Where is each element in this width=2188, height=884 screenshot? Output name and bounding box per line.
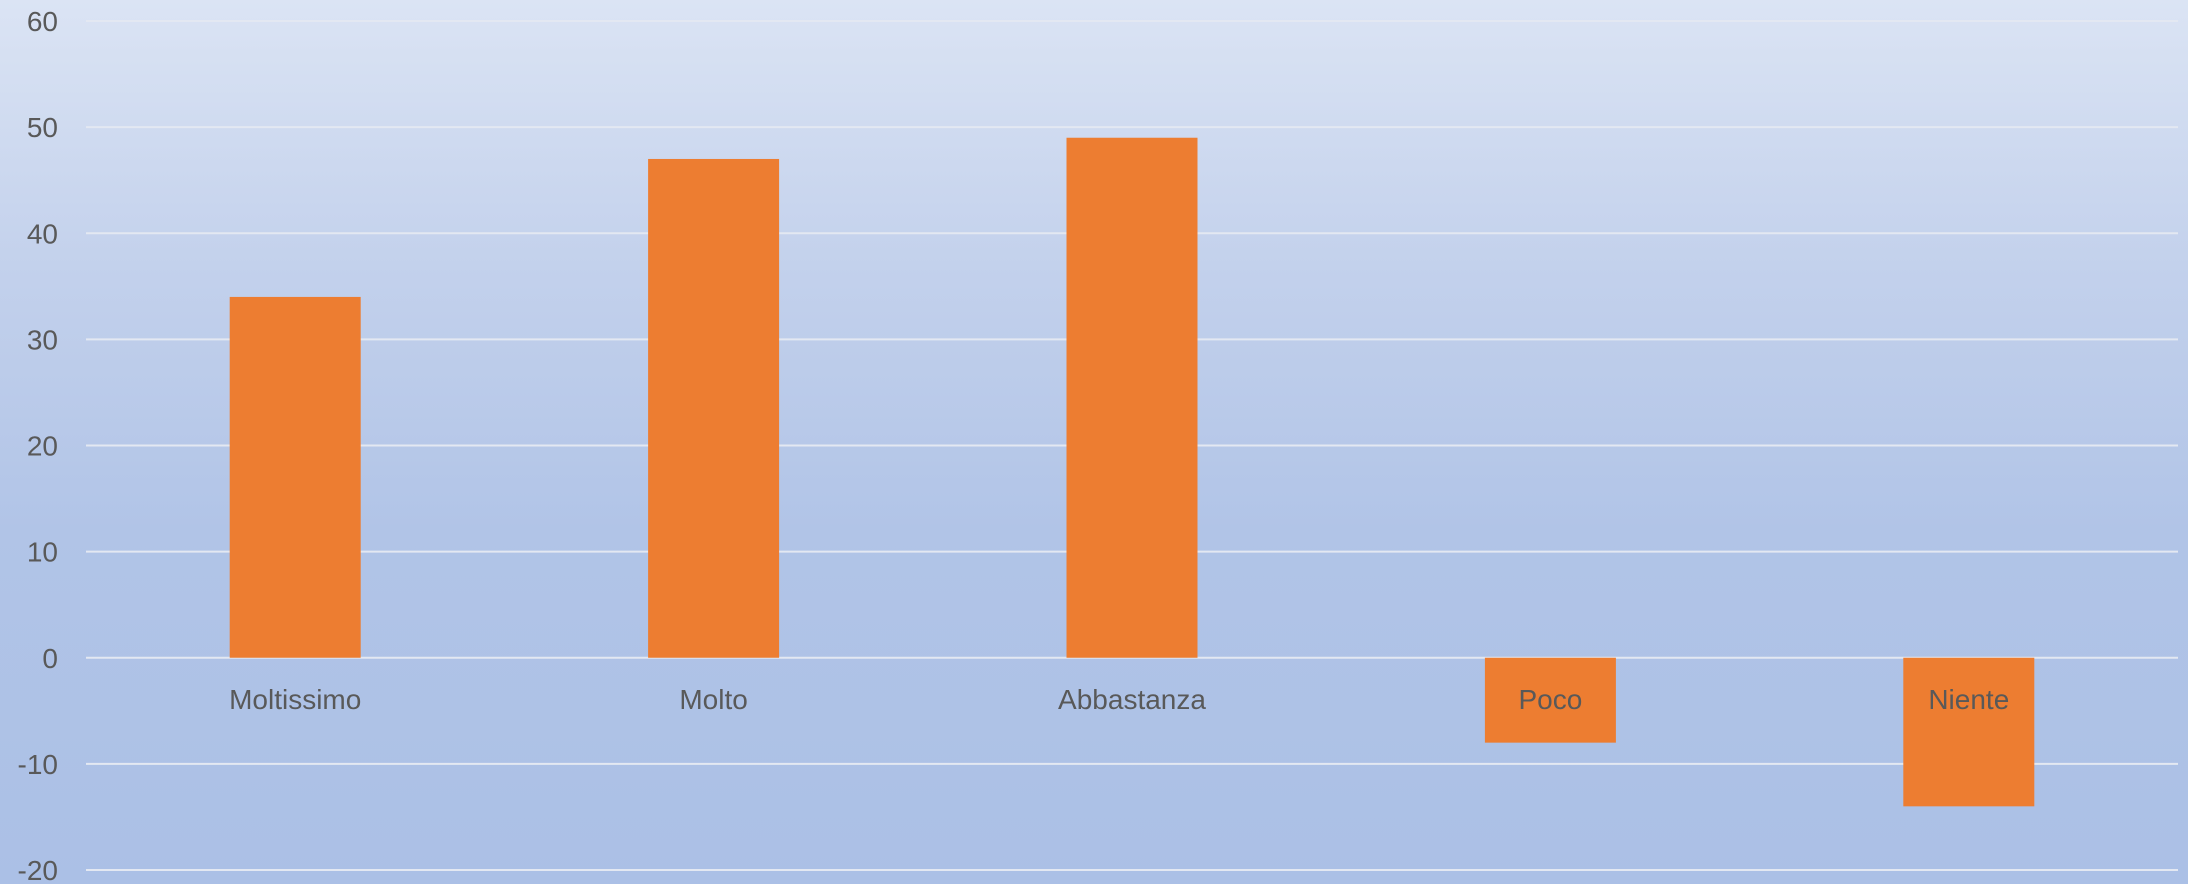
y-tick-label: 10	[27, 537, 58, 568]
bar-niente	[1903, 657, 2035, 807]
bar-moltissimo	[229, 296, 361, 658]
y-tick-label: 40	[27, 218, 58, 249]
bars	[229, 137, 2035, 807]
y-tick-label: 50	[27, 112, 58, 143]
bar-poco	[1484, 657, 1616, 743]
y-tick-label: -10	[18, 749, 58, 780]
category-label-niente: Niente	[1928, 684, 2009, 715]
y-tick-label: 20	[27, 431, 58, 462]
category-label-poco: Poco	[1518, 684, 1582, 715]
y-tick-label: -20	[18, 855, 58, 884]
category-label-moltissimo: Moltissimo	[229, 684, 361, 715]
y-tick-label: 30	[27, 324, 58, 355]
y-axis-tick-labels: -20 -10 0 10 20 30 40 50 60	[18, 6, 58, 884]
bar-abbastanza	[1066, 137, 1198, 658]
y-tick-label: 60	[27, 6, 58, 37]
y-tick-label: 0	[42, 643, 58, 674]
category-label-abbastanza: Abbastanza	[1058, 684, 1206, 715]
bar-molto	[648, 158, 780, 658]
category-label-molto: Molto	[679, 684, 747, 715]
category-labels: Moltissimo Molto Abbastanza Poco Niente	[229, 684, 2009, 715]
